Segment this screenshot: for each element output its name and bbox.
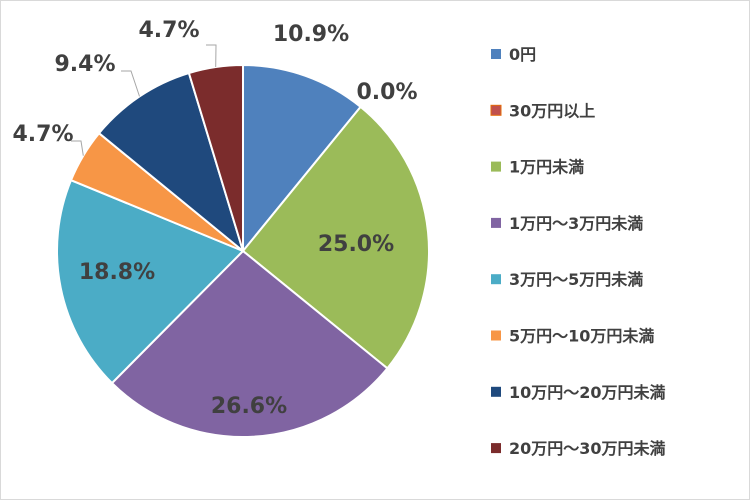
data-label-2: 0.0% bbox=[356, 80, 417, 105]
legend-label-5: 3万円～5万円未満 bbox=[509, 270, 643, 289]
pie-slice-5 bbox=[56, 178, 245, 385]
legend-swatch-1 bbox=[491, 49, 501, 59]
legend-swatch-6 bbox=[491, 330, 501, 341]
data-label-4: 26.6% bbox=[211, 394, 287, 419]
legend: 0円 30万円以上 1万円未満 1万円～3万円未満 3万円～5万円未満 5万円～10万円未… bbox=[490, 45, 666, 458]
pie-slices bbox=[56, 63, 430, 438]
pie-slice-8 bbox=[187, 63, 244, 252]
legend-item-2: 30万円以上 bbox=[490, 101, 595, 120]
legend-item-1: 0円 bbox=[491, 45, 536, 64]
legend-item-7: 10万円～20万円未満 bbox=[491, 383, 666, 402]
data-label-8: 4.7% bbox=[138, 18, 199, 43]
pie-slice-3 bbox=[241, 105, 430, 370]
legend-swatch-3 bbox=[491, 161, 501, 172]
legend-label-3: 1万円未満 bbox=[509, 158, 584, 177]
leader-line-6 bbox=[71, 140, 84, 156]
data-labels: 10.9% 0.0% 25.0% 26.6% 18.8% 4.7% 9.4% 4.7% bbox=[12, 18, 417, 419]
legend-label-7: 10万円～20万円未満 bbox=[509, 383, 666, 402]
legend-label-6: 5万円～10万円未満 bbox=[509, 327, 654, 346]
pie-slice-1 bbox=[242, 63, 362, 254]
legend-label-8: 20万円～30万円未満 bbox=[509, 439, 666, 458]
legend-item-4: 1万円～3万円未満 bbox=[491, 214, 643, 233]
legend-item-5: 3万円～5万円未満 bbox=[491, 270, 643, 289]
legend-swatch-2 bbox=[490, 104, 502, 116]
legend-item-8: 20万円～30万円未満 bbox=[491, 439, 666, 458]
leader-line-8 bbox=[206, 44, 217, 68]
legend-swatch-8 bbox=[491, 443, 501, 454]
legend-swatch-5 bbox=[491, 274, 501, 285]
legend-swatch-7 bbox=[491, 386, 501, 397]
legend-label-1: 0円 bbox=[509, 45, 536, 64]
legend-label-2: 30万円以上 bbox=[509, 101, 595, 120]
legend-label-4: 1万円～3万円未満 bbox=[509, 214, 643, 233]
legend-swatch-4 bbox=[491, 217, 501, 228]
data-label-3: 25.0% bbox=[318, 232, 394, 257]
legend-item-6: 5万円～10万円未満 bbox=[491, 327, 654, 346]
data-label-7: 9.4% bbox=[54, 52, 115, 77]
data-label-1: 10.9% bbox=[273, 22, 349, 47]
pie-slice-4 bbox=[110, 249, 389, 438]
data-label-5: 18.8% bbox=[79, 260, 155, 285]
legend-item-3: 1万円未満 bbox=[491, 158, 584, 177]
data-label-6: 4.7% bbox=[12, 122, 73, 147]
leader-line-7 bbox=[121, 70, 140, 97]
pie-slice-7 bbox=[97, 71, 245, 254]
